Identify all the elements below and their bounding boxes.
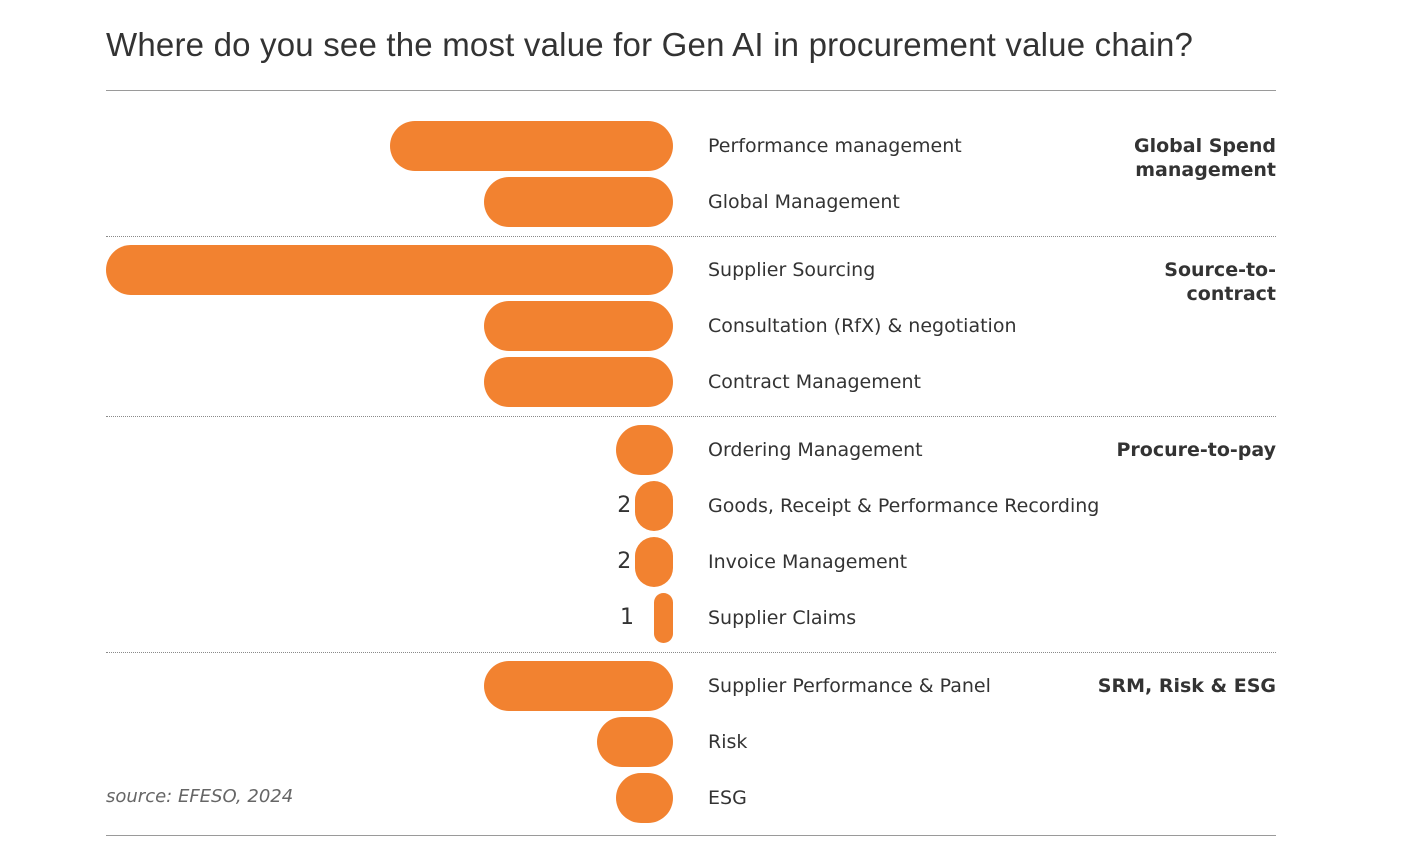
- category-label: Performance management: [708, 135, 962, 157]
- bar: [654, 593, 673, 643]
- value-label: 1: [620, 605, 634, 630]
- category-label: Ordering Management: [708, 439, 923, 461]
- category-label: Risk: [708, 731, 748, 753]
- bar: [484, 301, 673, 351]
- category-label: ESG: [708, 787, 747, 809]
- value-label: 10: [452, 673, 480, 698]
- category-label: Supplier Claims: [708, 607, 857, 629]
- group-divider: [106, 416, 1276, 417]
- source-note: source: EFESO, 2024: [106, 786, 294, 807]
- category-label: Consultation (RfX) & negotiation: [708, 315, 1017, 337]
- bar: [616, 773, 673, 823]
- value-label: 10: [452, 189, 480, 214]
- group-divider: [106, 236, 1276, 237]
- group-divider: [106, 652, 1276, 653]
- bar: [635, 537, 673, 587]
- value-label: 4: [579, 729, 594, 754]
- bar: [484, 661, 673, 711]
- value-label: 2: [617, 549, 632, 574]
- value-label: 3: [598, 437, 613, 462]
- value-label: 15: [357, 133, 386, 158]
- value-label: 10: [452, 313, 480, 338]
- value-label: 30: [74, 257, 102, 282]
- group-label: SRM, Risk & ESG: [1097, 675, 1276, 697]
- bar: [484, 357, 673, 407]
- bar: [616, 425, 673, 475]
- bar: [484, 177, 673, 227]
- category-label: Supplier Sourcing: [708, 259, 876, 281]
- category-label: Supplier Performance & Panel: [708, 675, 991, 697]
- value-label: 10: [452, 369, 480, 394]
- category-label: Contract Management: [708, 371, 921, 393]
- bar: [389, 121, 673, 171]
- value-label: 3: [598, 785, 613, 810]
- chart-title: Where do you see the most value for Gen …: [106, 26, 1194, 63]
- top-rule: [106, 90, 1276, 91]
- group-label: Global Spend management: [1133, 135, 1276, 181]
- bottom-rule: [106, 835, 1276, 836]
- bar: [106, 245, 673, 295]
- category-label: Global Management: [708, 191, 900, 213]
- group-label: Source-to-contract: [1164, 259, 1276, 305]
- bar: [635, 481, 673, 531]
- bar: [597, 717, 673, 767]
- value-label: 2: [617, 493, 632, 518]
- group-label: Procure-to-pay: [1116, 439, 1276, 461]
- category-label: Invoice Management: [708, 551, 908, 573]
- category-label: Goods, Receipt & Performance Recording: [708, 495, 1100, 517]
